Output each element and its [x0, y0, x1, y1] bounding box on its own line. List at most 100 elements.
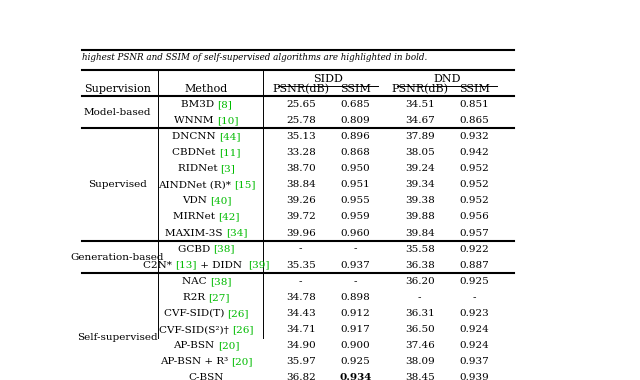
Text: 0.868: 0.868	[340, 148, 370, 157]
Text: [39]: [39]	[248, 261, 270, 270]
Text: 0.932: 0.932	[460, 132, 489, 141]
Text: [8]: [8]	[217, 100, 232, 109]
Text: [3]: [3]	[220, 164, 236, 173]
Text: DNCNN: DNCNN	[172, 132, 219, 141]
Text: SSIM: SSIM	[459, 84, 490, 94]
Text: 0.922: 0.922	[460, 245, 489, 253]
Text: 0.900: 0.900	[340, 341, 370, 350]
Text: NAC: NAC	[182, 277, 210, 286]
Text: 0.951: 0.951	[340, 180, 370, 189]
Text: DND: DND	[433, 74, 461, 84]
Text: -: -	[418, 293, 422, 302]
Text: 0.924: 0.924	[460, 325, 489, 334]
Text: GCBD: GCBD	[178, 245, 214, 253]
Text: [27]: [27]	[209, 293, 230, 302]
Text: 34.71: 34.71	[286, 325, 316, 334]
Text: 0.942: 0.942	[460, 148, 489, 157]
Text: 35.58: 35.58	[405, 245, 435, 253]
Text: WNNM: WNNM	[174, 116, 217, 125]
Text: -: -	[299, 245, 303, 253]
Text: 34.90: 34.90	[286, 341, 316, 350]
Text: 39.84: 39.84	[405, 228, 435, 238]
Text: 0.955: 0.955	[340, 196, 370, 205]
Text: 39.24: 39.24	[405, 164, 435, 173]
Text: C-BSN: C-BSN	[189, 373, 224, 380]
Text: 0.898: 0.898	[340, 293, 370, 302]
Text: 34.43: 34.43	[286, 309, 316, 318]
Text: RIDNet: RIDNet	[178, 164, 220, 173]
Text: 36.50: 36.50	[405, 325, 435, 334]
Text: [38]: [38]	[214, 245, 235, 253]
Text: 0.952: 0.952	[460, 164, 489, 173]
Text: [26]: [26]	[232, 325, 254, 334]
Text: AP-BSN: AP-BSN	[173, 341, 218, 350]
Text: 0.865: 0.865	[460, 116, 489, 125]
Text: 39.38: 39.38	[405, 196, 435, 205]
Text: 33.28: 33.28	[286, 148, 316, 157]
Text: 0.937: 0.937	[340, 261, 370, 270]
Text: [44]: [44]	[219, 132, 241, 141]
Text: -: -	[353, 245, 357, 253]
Text: 25.78: 25.78	[286, 116, 316, 125]
Text: CVF-SID(T): CVF-SID(T)	[164, 309, 228, 318]
Text: highest PSNR and SSIM of self-supervised algorithms are highlighted in bold.: highest PSNR and SSIM of self-supervised…	[83, 53, 428, 62]
Text: 34.78: 34.78	[286, 293, 316, 302]
Text: 38.09: 38.09	[405, 357, 435, 366]
Text: Model-based: Model-based	[83, 108, 151, 117]
Text: 0.952: 0.952	[460, 196, 489, 205]
Text: 0.937: 0.937	[460, 357, 489, 366]
Text: [26]: [26]	[228, 309, 249, 318]
Text: 0.950: 0.950	[340, 164, 370, 173]
Text: 37.46: 37.46	[405, 341, 435, 350]
Text: VDN: VDN	[182, 196, 210, 205]
Text: 39.96: 39.96	[286, 228, 316, 238]
Text: 0.809: 0.809	[340, 116, 370, 125]
Text: CBDNet: CBDNet	[172, 148, 219, 157]
Text: [13]: [13]	[175, 261, 196, 270]
Text: CVF-SID(S²)†: CVF-SID(S²)†	[159, 325, 232, 334]
Text: 34.51: 34.51	[405, 100, 435, 109]
Text: R2R: R2R	[183, 293, 209, 302]
Text: 0.925: 0.925	[340, 357, 370, 366]
Text: 0.924: 0.924	[460, 341, 489, 350]
Text: 0.957: 0.957	[460, 228, 489, 238]
Text: [11]: [11]	[219, 148, 241, 157]
Text: [40]: [40]	[210, 196, 231, 205]
Text: 0.934: 0.934	[339, 373, 371, 380]
Text: 36.82: 36.82	[286, 373, 316, 380]
Text: [15]: [15]	[234, 180, 255, 189]
Text: 0.952: 0.952	[460, 180, 489, 189]
Text: 39.72: 39.72	[286, 212, 316, 222]
Text: 34.67: 34.67	[405, 116, 435, 125]
Text: 39.34: 39.34	[405, 180, 435, 189]
Text: 0.917: 0.917	[340, 325, 370, 334]
Text: 38.45: 38.45	[405, 373, 435, 380]
Text: 39.26: 39.26	[286, 196, 316, 205]
Text: 0.923: 0.923	[460, 309, 489, 318]
Text: 38.70: 38.70	[286, 164, 316, 173]
Text: BM3D: BM3D	[181, 100, 217, 109]
Text: 0.939: 0.939	[460, 373, 489, 380]
Text: 37.89: 37.89	[405, 132, 435, 141]
Text: 38.84: 38.84	[286, 180, 316, 189]
Text: [34]: [34]	[226, 228, 248, 238]
Text: C2N*: C2N*	[143, 261, 175, 270]
Text: 0.685: 0.685	[340, 100, 370, 109]
Text: Generation-based: Generation-based	[70, 253, 164, 262]
Text: 0.960: 0.960	[340, 228, 370, 238]
Text: PSNR(dB): PSNR(dB)	[391, 84, 448, 94]
Text: AINDNet (R)*: AINDNet (R)*	[157, 180, 234, 189]
Text: AP-BSN + R³: AP-BSN + R³	[160, 357, 232, 366]
Text: 36.31: 36.31	[405, 309, 435, 318]
Text: 0.959: 0.959	[340, 212, 370, 222]
Text: Method: Method	[185, 84, 228, 94]
Text: 0.887: 0.887	[460, 261, 489, 270]
Text: [20]: [20]	[232, 357, 253, 366]
Text: 36.20: 36.20	[405, 277, 435, 286]
Text: Self-supervised: Self-supervised	[77, 333, 157, 342]
Text: PSNR(dB): PSNR(dB)	[272, 84, 329, 94]
Text: 35.13: 35.13	[286, 132, 316, 141]
Text: 39.88: 39.88	[405, 212, 435, 222]
Text: 0.912: 0.912	[340, 309, 370, 318]
Text: -: -	[299, 277, 303, 286]
